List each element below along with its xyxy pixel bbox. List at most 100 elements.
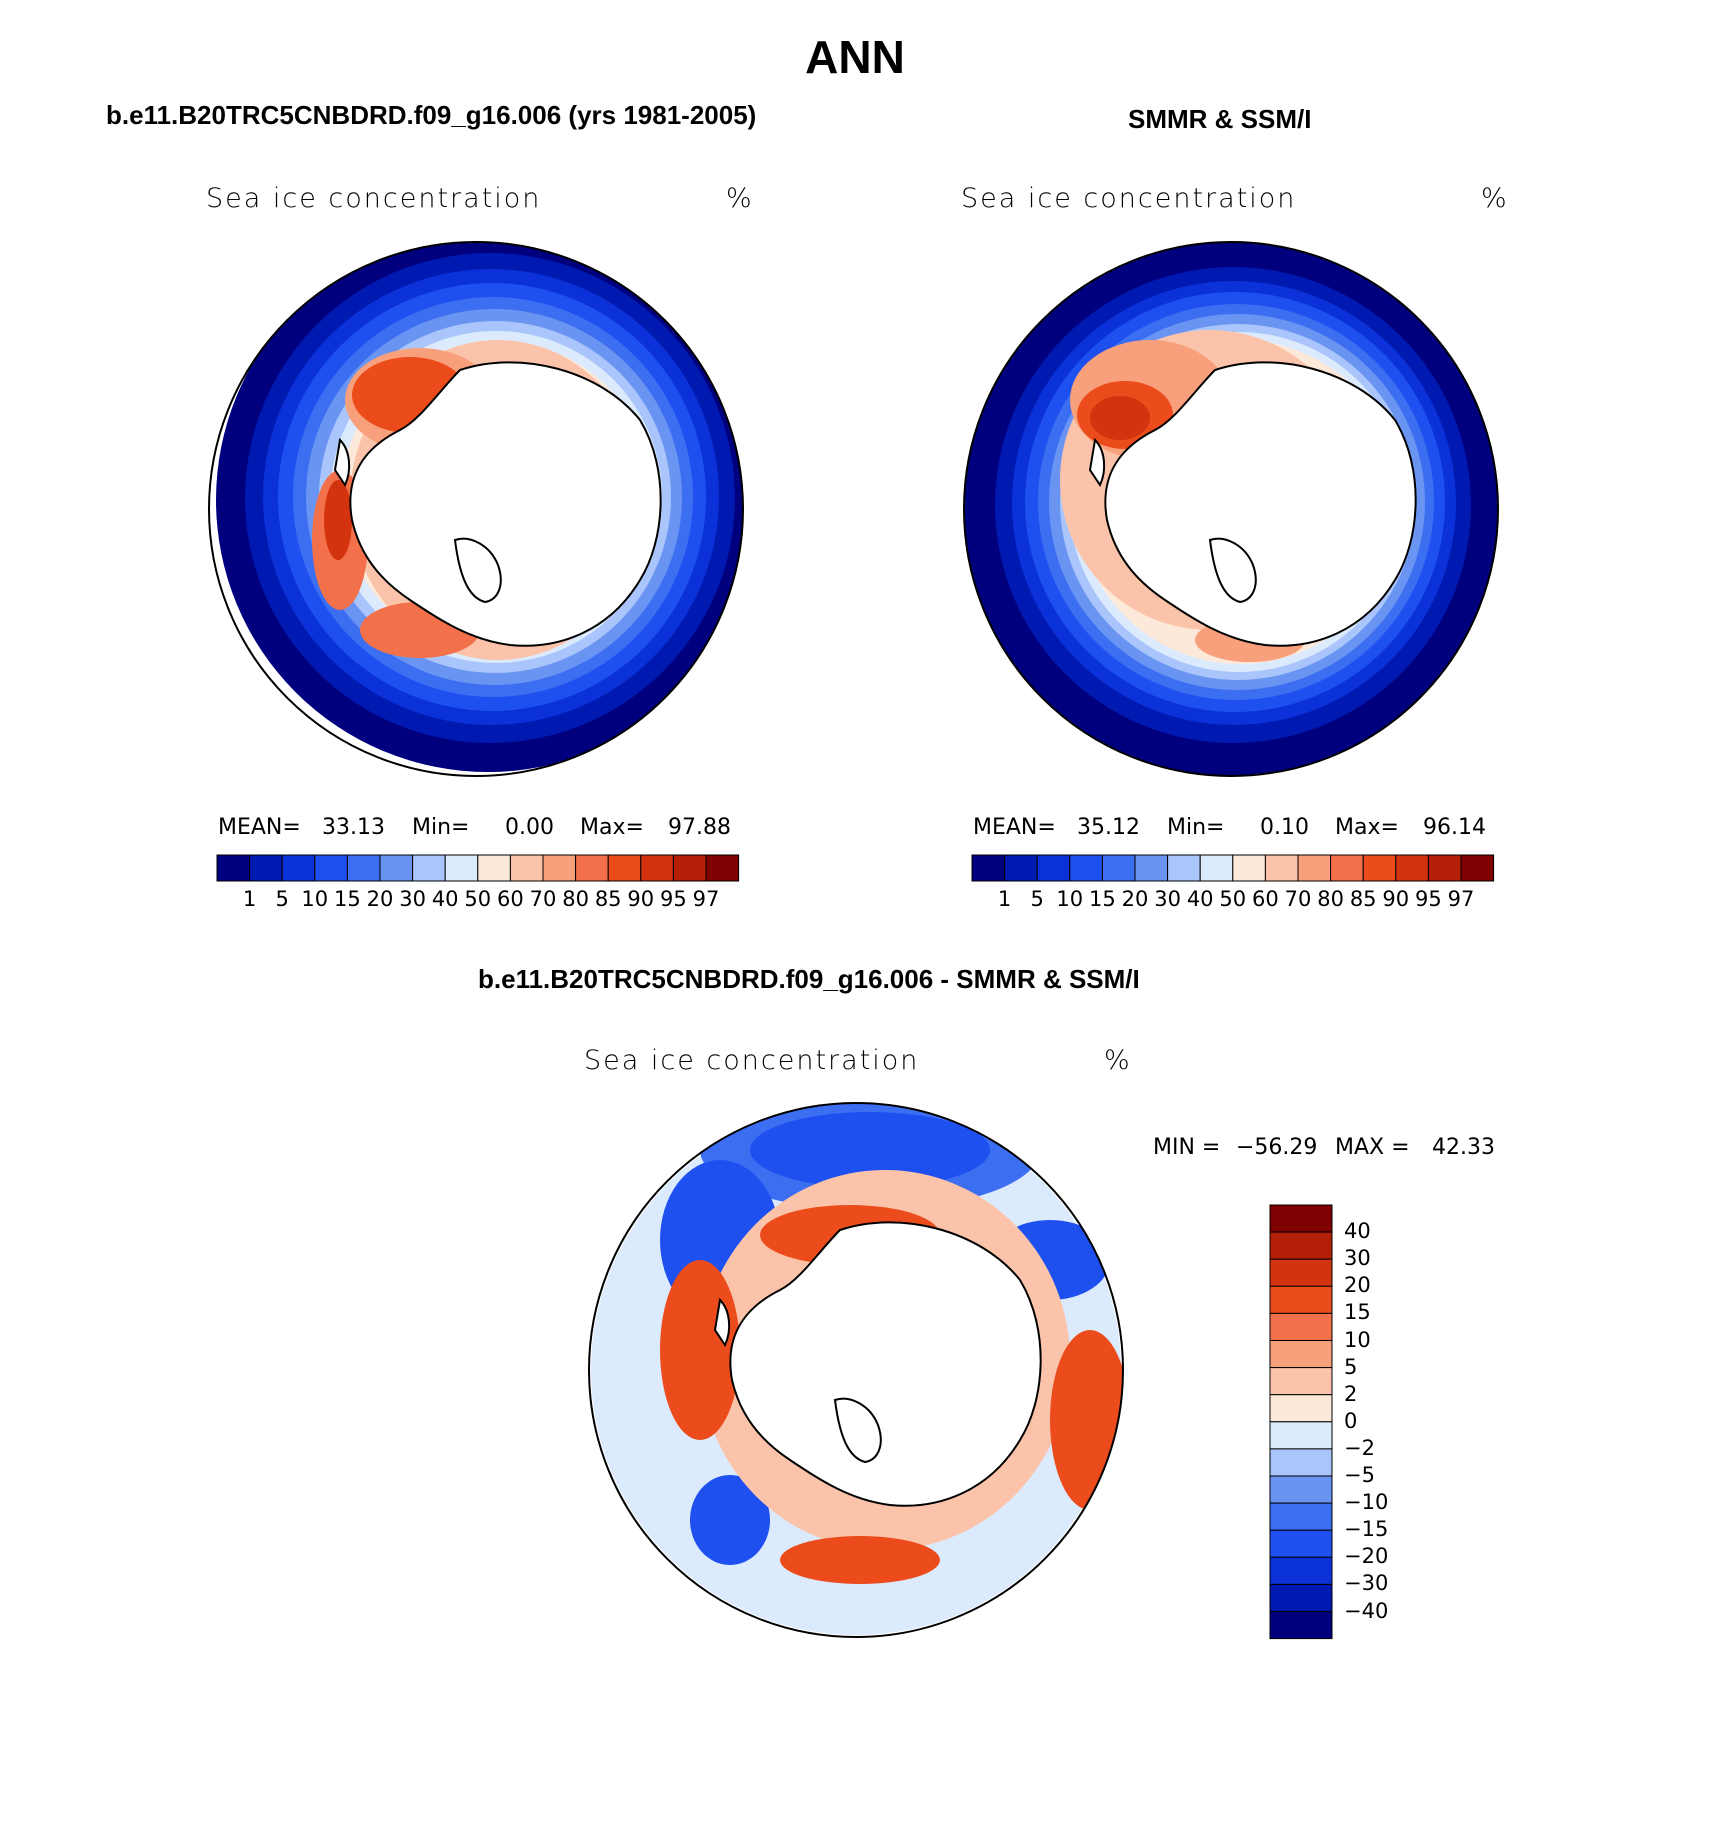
obs-colorbar-swatch: [1134, 854, 1169, 882]
obs-colorbar-tick-label: 1: [997, 887, 1012, 911]
model-colorbar-swatch: [379, 854, 414, 882]
model-colorbar-tick-label: 80: [562, 887, 589, 911]
obs-colorbar-tick-label: 40: [1186, 887, 1214, 911]
diff-colorbar-swatch: [1269, 1502, 1333, 1531]
obs-colorbar-swatch: [1167, 854, 1201, 882]
model-colorbar-swatch: [249, 854, 283, 882]
diff-colorbar-swatch: [1269, 1231, 1333, 1260]
model-colorbar-tick-label: 15: [334, 887, 361, 911]
obs-colorbar-tick-label: 97: [1447, 887, 1475, 911]
diff-colorbar-tick-label: 2: [1344, 1381, 1358, 1406]
obs-colorbar-tick-label: 50: [1219, 887, 1247, 911]
obs-colorbar-tick-label: 20: [1121, 887, 1149, 911]
obs-min-label: Min=: [1167, 815, 1225, 840]
obs-colorbar-swatch: [1427, 854, 1462, 882]
model-max-label: Max=: [580, 815, 644, 840]
obs-panel-title: SMMR & SSM/I: [1128, 104, 1312, 134]
figure-title: ANN: [805, 31, 905, 83]
model-mean-value: 33.13: [322, 815, 385, 840]
diff-colorbar-swatch: [1269, 1204, 1333, 1233]
model-colorbar-swatch: [705, 854, 740, 882]
model-max-value: 97.88: [668, 815, 731, 840]
obs-colorbar-swatch: [1460, 854, 1495, 882]
model-map: [208, 241, 744, 777]
model-colorbar-swatch: [542, 854, 577, 882]
diff-min-label: MIN =: [1153, 1135, 1221, 1160]
obs-colorbar-swatch: [1264, 854, 1299, 882]
model-colorbar-tick-label: 97: [692, 887, 720, 911]
model-colorbar-tick-label: 70: [529, 887, 557, 911]
model-min-label: Min=: [412, 815, 470, 840]
diff-colorbar-tick-label: 5: [1344, 1354, 1358, 1379]
model-colorbar: [216, 854, 740, 882]
obs-colorbar-swatch: [1297, 854, 1332, 882]
diff-map: [588, 1102, 1124, 1638]
diff-colorbar-swatch: [1269, 1529, 1333, 1558]
diff-panel-title: b.e11.B20TRC5CNBDRD.f09_g16.006 - SMMR &…: [478, 964, 1140, 994]
diff-colorbar-swatch: [1269, 1340, 1333, 1369]
diff-colorbar-tick-label: −20: [1344, 1544, 1389, 1569]
model-colorbar-swatch: [509, 854, 544, 882]
diff-colorbar-tick-label: 20: [1344, 1273, 1371, 1298]
model-colorbar-swatch: [314, 854, 348, 882]
obs-colorbar-swatch: [1330, 854, 1364, 882]
obs-max-value: 96.14: [1423, 815, 1486, 840]
obs-colorbar-tick-label: 95: [1415, 887, 1442, 911]
model-colorbar-tick-label: 5: [275, 887, 289, 911]
model-colorbar-swatch: [575, 854, 609, 882]
obs-colorbar-swatch: [1362, 854, 1397, 882]
obs-map: [963, 241, 1499, 777]
obs-colorbar-swatch: [1004, 854, 1038, 882]
diff-colorbar-tick-label: −5: [1344, 1463, 1375, 1487]
diff-colorbar: [1269, 1204, 1333, 1640]
diff-colorbar-tick-label: −30: [1344, 1571, 1389, 1596]
diff-colorbar-tick-label: −15: [1344, 1517, 1389, 1542]
model-colorbar-swatch: [412, 854, 446, 882]
diff-colorbar-swatch: [1269, 1556, 1333, 1585]
model-colorbar-swatch: [346, 854, 381, 882]
obs-min-value: 0.10: [1260, 815, 1309, 840]
obs-colorbar-swatch: [1232, 854, 1266, 882]
diff-colorbar-tick-label: 0: [1344, 1408, 1358, 1433]
model-variable-label: Sea ice concentration: [206, 183, 542, 214]
obs-colorbar-swatch: [1395, 854, 1429, 882]
diff-colorbar-swatch: [1269, 1394, 1333, 1423]
model-colorbar-swatch: [216, 854, 251, 882]
diff-colorbar-swatch: [1269, 1583, 1333, 1613]
obs-colorbar-tick-label: 80: [1317, 887, 1344, 911]
model-colorbar-swatch: [672, 854, 707, 882]
obs-colorbar-tick-label: 85: [1349, 887, 1377, 911]
model-colorbar-tick-label: 90: [627, 887, 655, 911]
model-colorbar-tick-label: 95: [660, 887, 687, 911]
obs-units-label: %: [1481, 183, 1509, 214]
model-colorbar-swatch: [640, 854, 674, 882]
obs-colorbar-swatch: [971, 854, 1006, 882]
model-colorbar-swatch: [444, 854, 479, 882]
diff-colorbar-tick-label: 15: [1344, 1300, 1371, 1325]
diff-colorbar-swatch: [1269, 1611, 1333, 1640]
model-colorbar-tick-label: 85: [594, 887, 622, 911]
model-colorbar-swatch: [607, 854, 642, 882]
obs-colorbar-tick-label: 10: [1056, 887, 1084, 911]
diff-max-value: 42.33: [1432, 1135, 1495, 1160]
diff-colorbar-swatch: [1269, 1421, 1333, 1450]
model-colorbar-tick-label: 30: [399, 887, 426, 911]
model-colorbar-tick-label: 60: [497, 887, 524, 911]
obs-colorbar-tick-label: 70: [1284, 887, 1312, 911]
model-panel-title: b.e11.B20TRC5CNBDRD.f09_g16.006 (yrs 198…: [106, 100, 757, 130]
obs-colorbar-tick-label: 60: [1252, 887, 1279, 911]
diff-colorbar-swatch: [1269, 1285, 1333, 1314]
model-min-value: 0.00: [505, 815, 554, 840]
model-colorbar-tick-label: 10: [301, 887, 329, 911]
model-colorbar-tick-label: 20: [366, 887, 394, 911]
obs-colorbar-swatch: [1101, 854, 1136, 882]
model-colorbar-tick-label: 1: [242, 887, 257, 911]
obs-colorbar: [971, 854, 1495, 882]
obs-colorbar-tick-label: 5: [1030, 887, 1044, 911]
obs-mean-value: 35.12: [1077, 815, 1140, 840]
obs-mean-label: MEAN=: [973, 815, 1056, 840]
obs-variable-label: Sea ice concentration: [961, 183, 1297, 214]
obs-colorbar-tick-label: 15: [1089, 887, 1116, 911]
diff-colorbar-tick-label: 30: [1344, 1246, 1371, 1271]
